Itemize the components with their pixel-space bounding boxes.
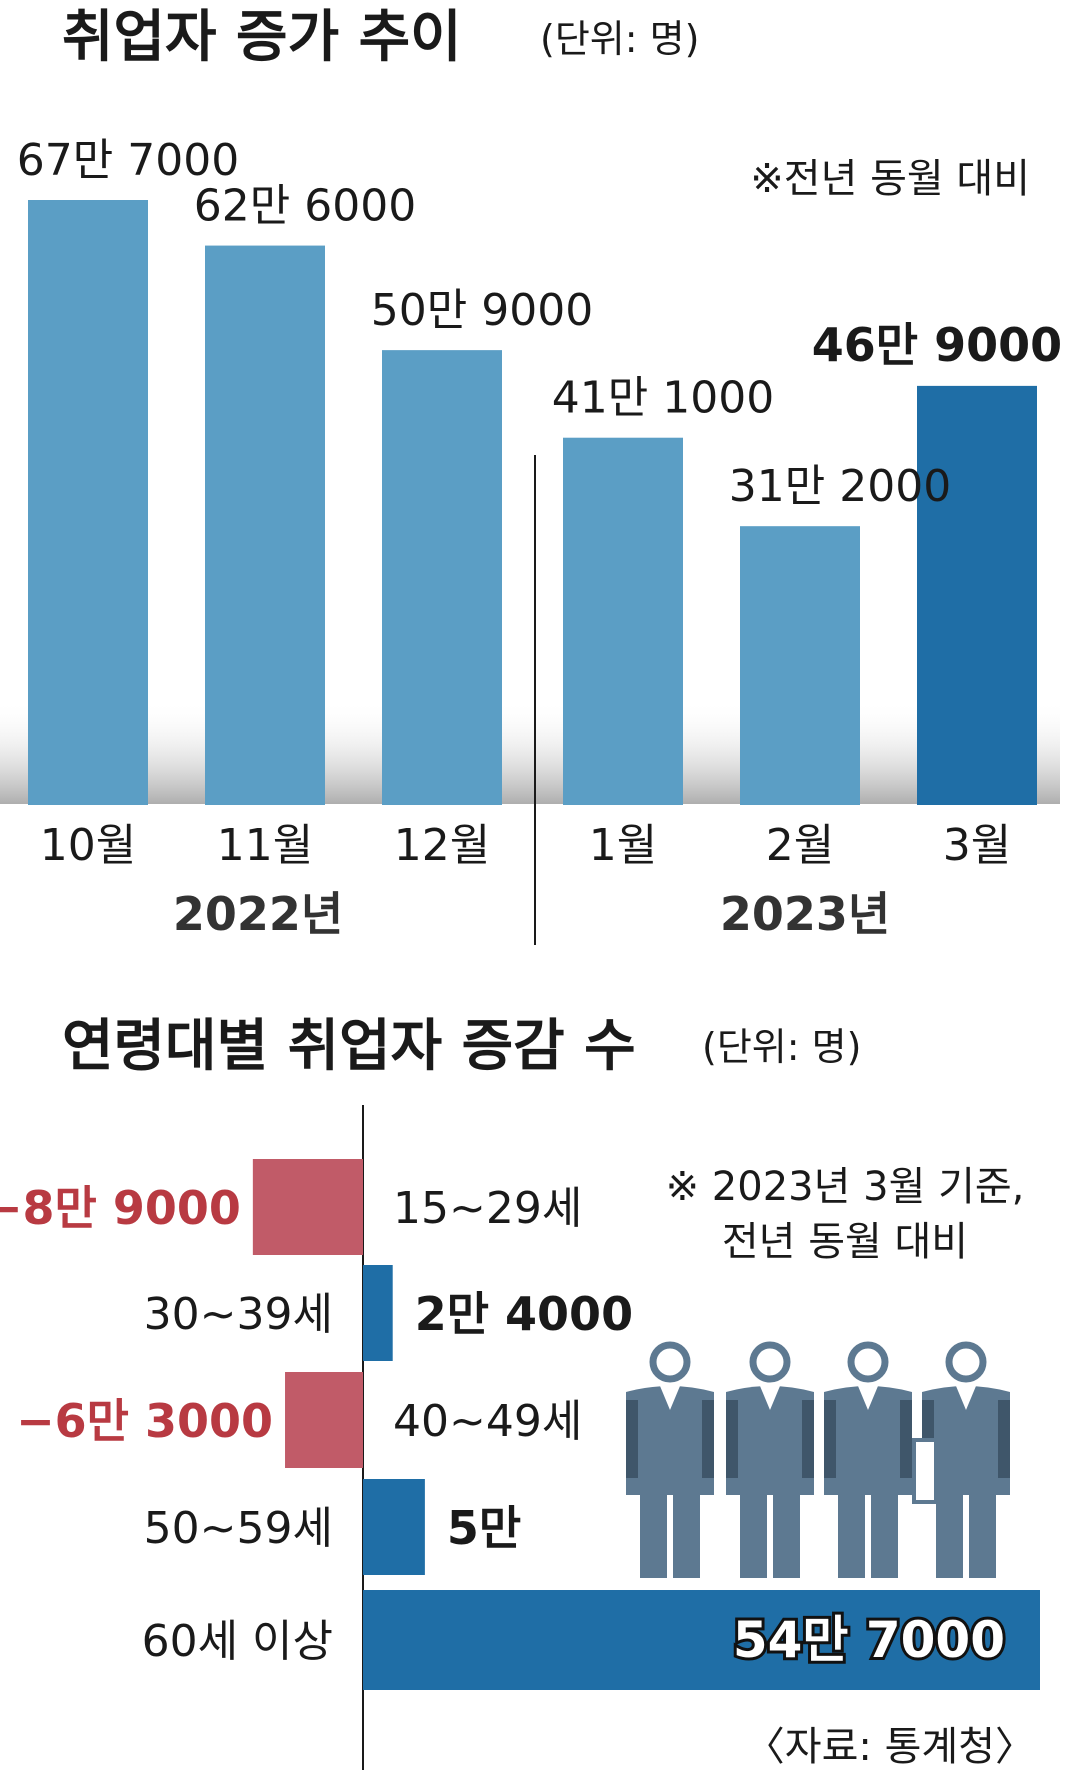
bar-40~49세 bbox=[285, 1372, 363, 1468]
category-label-10월: 10월 bbox=[40, 820, 136, 871]
category-label-2월: 2월 bbox=[766, 820, 834, 871]
bottom-chart-note-line2: 전년 동월 대비 bbox=[722, 1219, 968, 1265]
bar-3월 bbox=[917, 385, 1037, 805]
bar-11월 bbox=[205, 245, 325, 806]
age-label-15~29세: 15~29세 bbox=[393, 1183, 582, 1234]
data-label-30~39세: 2만 4000 bbox=[415, 1287, 633, 1341]
data-label-60세 이상: 54만 7000 bbox=[733, 1611, 1005, 1669]
age-labels: 15~29세 30~39세 40~49세 50~59세 60세 이상 bbox=[142, 1183, 583, 1667]
age-label-40~49세: 40~49세 bbox=[393, 1396, 582, 1447]
bar-30~39세 bbox=[363, 1265, 393, 1361]
top-category-labels: 10월 11월 12월 1월 2월 3월 bbox=[40, 820, 1011, 871]
data-label-40~49세: −6만 3000 bbox=[16, 1394, 273, 1448]
bottom-chart-title: 연령대별 취업자 증감 수 bbox=[62, 1014, 636, 1079]
category-label-3월: 3월 bbox=[943, 820, 1011, 871]
source-label: 〈자료: 통계청〉 bbox=[745, 1724, 1035, 1770]
age-value-labels: −8만 9000 2만 4000 −6만 3000 5만 54만 7000 bbox=[0, 1181, 1008, 1672]
data-label-3월: 46만 9000 bbox=[812, 318, 1062, 372]
person-icon bbox=[824, 1341, 912, 1578]
age-label-30~39세: 30~39세 bbox=[144, 1289, 333, 1340]
age-bars bbox=[252, 1159, 1040, 1690]
person-icon bbox=[912, 1341, 1010, 1578]
bar-60세 이상 bbox=[363, 1590, 1040, 1690]
data-label-1월: 41만 1000 bbox=[552, 373, 774, 424]
data-label-12월: 50만 9000 bbox=[371, 285, 593, 336]
data-label-50~59세: 5만 bbox=[447, 1501, 521, 1555]
year-label-2023: 2023년 bbox=[720, 887, 890, 941]
age-label-60세 이상: 60세 이상 bbox=[142, 1616, 333, 1667]
top-bars bbox=[28, 200, 1037, 806]
category-label-1월: 1월 bbox=[589, 820, 657, 871]
top-chart-note: ※전년 동월 대비 bbox=[750, 156, 1030, 202]
age-label-50~59세: 50~59세 bbox=[144, 1503, 333, 1554]
top-chart-unit: (단위: 명) bbox=[540, 17, 699, 61]
data-label-10월: 67만 7000 bbox=[17, 135, 239, 186]
person-icon bbox=[726, 1341, 814, 1578]
bar-2월 bbox=[740, 526, 860, 805]
bar-1월 bbox=[563, 437, 683, 805]
data-label-11월: 62만 6000 bbox=[194, 181, 416, 232]
bottom-chart-note-line1: ※ 2023년 3월 기준, bbox=[666, 1164, 1025, 1210]
category-label-12월: 12월 bbox=[394, 820, 490, 871]
bar-15~29세 bbox=[252, 1159, 363, 1255]
data-label-2월: 31만 2000 bbox=[729, 461, 951, 512]
top-chart-title: 취업자 증가 추이 bbox=[62, 5, 462, 70]
bar-12월 bbox=[382, 350, 502, 805]
people-icon-group bbox=[626, 1341, 1010, 1578]
bottom-chart-unit: (단위: 명) bbox=[702, 1025, 861, 1069]
bar-50~59세 bbox=[363, 1479, 425, 1575]
person-icon bbox=[626, 1341, 714, 1578]
year-label-2022: 2022년 bbox=[173, 887, 343, 941]
data-label-15~29세: −8만 9000 bbox=[0, 1181, 241, 1235]
category-label-11월: 11월 bbox=[217, 820, 313, 871]
bar-10월 bbox=[28, 200, 148, 805]
floor-shading bbox=[0, 700, 1060, 804]
